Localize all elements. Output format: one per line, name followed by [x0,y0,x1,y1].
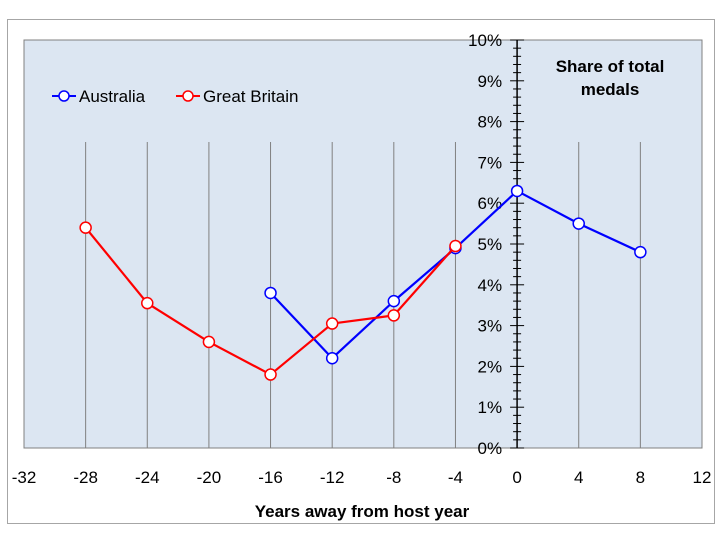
x-tick-label: -16 [258,468,283,487]
x-axis-tick-labels: -32 -28 -24 -20 -16 -12 -8 -4 0 4 8 12 [12,468,712,487]
legend-marker-australia [58,90,70,102]
y-tick-label: 8% [478,113,503,132]
y-axis: 0% 1% 2% 3% 4% 5% 6% 7% 8% 9% 10% [468,31,525,458]
data-point-australia [264,286,277,300]
data-point-australia [510,184,524,198]
data-point-great-britain [325,317,339,330]
legend-label-australia: Australia [79,87,146,106]
chart-annotation-line-1: Share of total [556,57,665,76]
x-tick-label: -4 [448,468,463,487]
plot-area [23,39,703,449]
chart-frame [7,19,715,524]
y-tick-label: 0% [478,439,503,458]
data-point-australia [325,351,339,365]
x-tick-label: 12 [693,468,712,487]
y-tick-label: 1% [478,398,503,417]
y-tick-label: 10% [468,31,502,50]
legend: Australia Great Britain [52,87,298,106]
x-axis-title: Years away from host year [255,502,470,521]
x-tick-label: -24 [135,468,160,487]
y-tick-label: 4% [478,276,503,295]
y-tick-label: 9% [478,72,503,91]
series-layer [79,184,647,381]
data-point-australia [387,294,401,308]
data-point-great-britain [79,221,92,234]
legend-marker-great-britain [182,90,194,102]
x-tick-label: 0 [512,468,521,487]
x-tick-label: -20 [197,468,222,487]
y-tick-label: 3% [478,317,503,336]
x-tick-label: -8 [386,468,401,487]
data-point-great-britain [264,368,277,381]
y-tick-label: 2% [478,357,503,376]
y-tick-label: 5% [478,235,503,254]
x-tick-label: 4 [574,468,583,487]
x-tick-label: -32 [12,468,37,487]
data-point-great-britain [449,239,462,253]
data-point-great-britain [141,296,154,310]
x-tick-label: 8 [636,468,645,487]
x-tick-label: -28 [73,468,98,487]
data-point-australia [634,245,647,259]
y-tick-label: 6% [478,194,503,213]
chart-annotation-line-2: medals [581,80,640,99]
y-tick-label: 7% [478,153,503,172]
legend-label-great-britain: Great Britain [203,87,298,106]
data-point-australia [572,217,585,230]
x-tick-label: -12 [320,468,345,487]
data-point-great-britain [202,335,216,349]
data-point-great-britain [387,309,401,322]
